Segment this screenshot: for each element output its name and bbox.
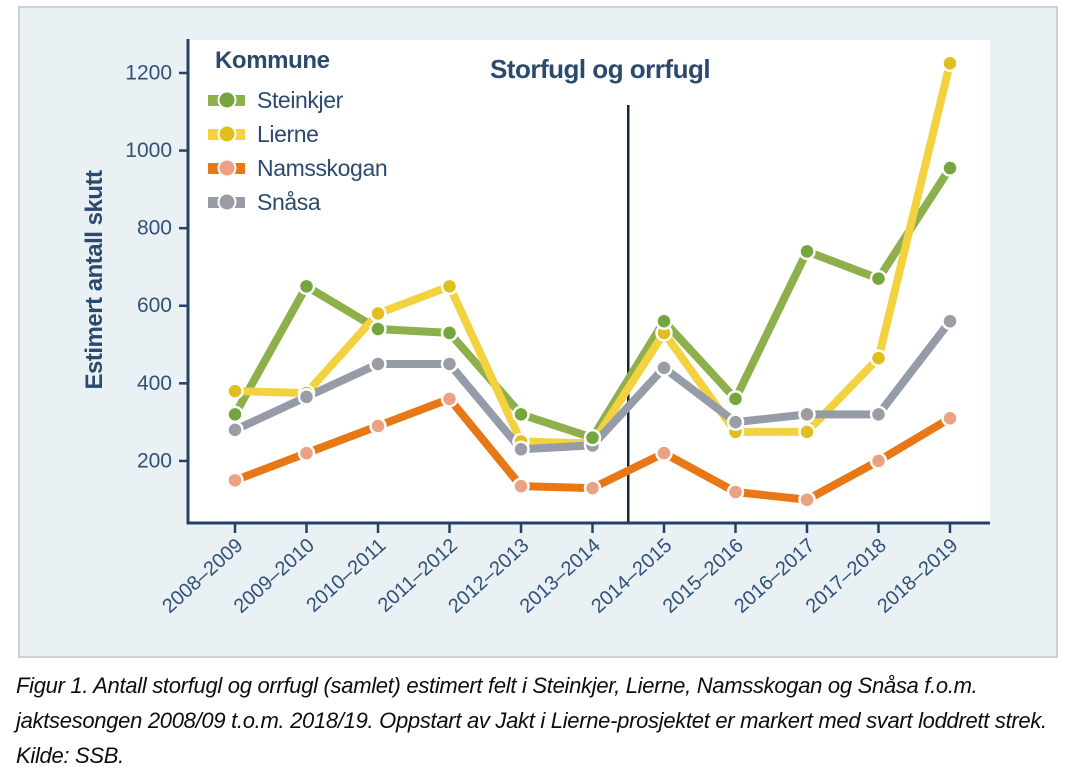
legend-marker-dot-icon — [217, 158, 236, 178]
data-point — [941, 409, 959, 428]
data-point — [941, 312, 959, 331]
legend-item-lierne: Lierne — [208, 117, 387, 151]
legend-item-snåsa: Snåsa — [208, 185, 387, 219]
data-point — [440, 390, 459, 408]
y-tick-label: 600 — [137, 294, 172, 317]
data-point — [655, 312, 673, 331]
legend-marker-icon — [208, 192, 245, 212]
data-point — [226, 421, 244, 439]
legend-item-label: Snåsa — [257, 188, 321, 215]
data-point — [226, 405, 244, 424]
data-point — [583, 428, 602, 447]
legend-item-label: Namsskogan — [257, 154, 388, 181]
data-point — [440, 277, 459, 296]
legend-marker-icon — [208, 158, 245, 178]
legend-title: Kommune — [215, 47, 330, 74]
chart-panel: 200 400 600 800 1000 1200 2008–2009 2009–2010 20… — [18, 6, 1058, 658]
chart-title: Storfugl og orrfugl — [489, 54, 711, 84]
legend-marker-icon — [208, 124, 245, 144]
data-point — [297, 388, 316, 406]
data-point — [869, 405, 888, 424]
legend: Kommune Steinkjer Lierne Namsskogan Snåsa — [208, 47, 388, 219]
data-point — [941, 54, 959, 73]
data-point — [869, 269, 888, 288]
data-point — [798, 490, 816, 509]
data-point — [655, 444, 673, 462]
data-point — [798, 423, 816, 441]
series-markers-layer — [226, 54, 959, 509]
y-tick-label: 400 — [137, 372, 172, 395]
data-point — [583, 479, 602, 497]
y-axis-title: Estimert antall skutt — [81, 170, 108, 390]
series-markers-steinkjer — [226, 159, 959, 447]
data-point — [512, 477, 530, 495]
figure-caption: Figur 1. Antall storfugl og orrfugl (sam… — [16, 673, 1047, 769]
y-tick-label: 200 — [137, 449, 172, 472]
series-markers-snåsa — [226, 312, 959, 459]
data-point — [798, 405, 816, 424]
data-point — [512, 405, 530, 424]
legend-marker-dot-icon — [217, 192, 236, 212]
legend-items: Steinkjer Lierne Namsskogan Snåsa — [208, 83, 388, 219]
data-point — [369, 320, 387, 338]
data-point — [655, 359, 673, 377]
legend-marker-icon — [208, 90, 245, 110]
legend-item-label: Steinkjer — [257, 86, 343, 113]
data-point — [798, 242, 816, 261]
data-point — [869, 349, 888, 367]
y-tick-label: 1200 — [125, 61, 172, 84]
y-tick-label: 800 — [137, 217, 172, 240]
data-point — [369, 355, 387, 373]
legend-item-label: Lierne — [257, 120, 319, 147]
data-point — [226, 471, 244, 490]
data-point — [869, 452, 888, 470]
data-point — [440, 355, 459, 373]
legend-marker-dot-icon — [217, 90, 236, 110]
data-point — [297, 444, 316, 462]
data-point — [297, 277, 316, 296]
line-chart: 200400600800100012002008–20092009–201020… — [125, 39, 990, 618]
data-point — [726, 390, 745, 408]
data-point — [369, 304, 387, 323]
legend-item-namsskogan: Namsskogan — [208, 151, 388, 185]
data-point — [512, 440, 530, 459]
series-markers-namsskogan — [226, 390, 959, 509]
data-point — [440, 324, 459, 342]
data-point — [226, 382, 244, 400]
y-tick-label: 1000 — [125, 139, 172, 162]
data-point — [369, 417, 387, 435]
data-point — [726, 413, 745, 431]
legend-marker-dot-icon — [217, 124, 236, 144]
data-point — [726, 483, 745, 501]
legend-item-steinkjer: Steinkjer — [208, 83, 387, 117]
data-point — [941, 159, 959, 177]
